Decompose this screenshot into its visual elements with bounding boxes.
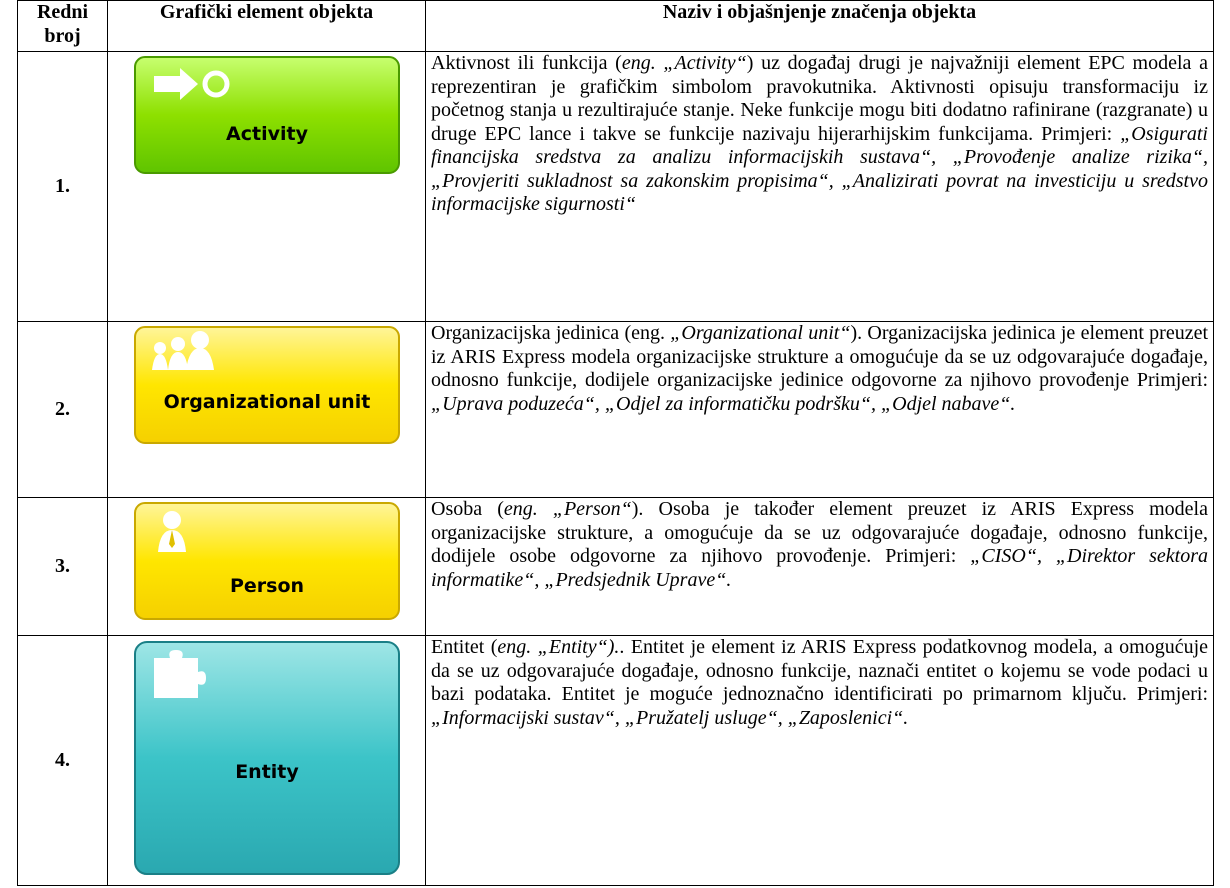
- entity-icon: Entity: [133, 641, 400, 875]
- header-cell: Redni broj: [17, 0, 108, 52]
- text-run: ). Osoba je također element preuzet iz A…: [431, 498, 1208, 567]
- icon-cell: Activity: [107, 51, 426, 322]
- text-run: . Entitet je element iz ARIS Express pod…: [431, 636, 1209, 705]
- row: 4. Entity Entitet (eng. „Entity“).. Enti…: [17, 635, 1214, 886]
- text-run: „Organizational unit“: [670, 322, 851, 344]
- text-run: „Informacijski sustav“, „Pružatelj uslug…: [431, 706, 909, 729]
- header-row: Redni broj Grafički element objekta Nazi…: [17, 0, 1214, 52]
- row: 3. Person Osoba (eng. „Person“). Osoba j…: [17, 497, 1214, 636]
- icon-cell: Entity: [107, 635, 426, 886]
- text-run: eng. „Person“: [503, 498, 632, 520]
- object-table: Redni broj Grafički element objekta Nazi…: [17, 0, 1214, 886]
- org-unit-icon: Organizational unit: [133, 326, 400, 444]
- text-run: eng. „Entity“).: [497, 636, 620, 658]
- icon-label: Person: [229, 575, 303, 597]
- row-number: 4.: [17, 635, 108, 886]
- icon-cell: Organizational unit: [107, 321, 426, 498]
- icon-label: Organizational unit: [163, 391, 370, 413]
- text-run: Aktivnost ili funkcija (: [431, 52, 622, 74]
- text-run: Entitet (: [431, 636, 498, 658]
- text-run: Osoba (: [431, 498, 504, 520]
- description: Entitet (eng. „Entity“).. Entitet je ele…: [425, 635, 1214, 886]
- text-run: ). Organizacijska jedinica je element pr…: [431, 322, 1209, 391]
- icon-label: Activity: [226, 123, 309, 145]
- row: 1. Activity Aktivnost ili funkcija (eng.…: [17, 51, 1214, 322]
- description: Organizacijska jedinica (eng. „Organizat…: [425, 321, 1214, 498]
- row-number: 2.: [17, 321, 108, 498]
- activity-icon: Activity: [133, 56, 400, 174]
- row-number: 3.: [17, 497, 108, 636]
- person-icon: Person: [133, 502, 400, 620]
- description: Aktivnost ili funkcija (eng. „Activity“)…: [425, 51, 1214, 322]
- text-run: ) uz događaj drugi je najvažniji element…: [431, 52, 1208, 145]
- text-run: eng. „Activity“: [621, 52, 747, 74]
- row-number: 1.: [17, 51, 108, 322]
- text-run: Organizacijska jedinica (eng.: [431, 322, 671, 344]
- text-run: „Uprava poduzeća“, „Odjel za informatičk…: [431, 392, 1016, 415]
- icon-cell: Person: [107, 497, 426, 636]
- text-run: „Osigurati financijska sredstva za anali…: [431, 122, 1208, 216]
- description: Osoba (eng. „Person“). Osoba je također …: [425, 497, 1214, 636]
- icon-label: Entity: [235, 761, 299, 783]
- header-cell: Grafički element objekta: [107, 0, 426, 52]
- text-run: „CISO“, „Direktor sektora informatike“, …: [431, 545, 1209, 591]
- header-cell: Naziv i objašnjenje značenja objekta: [425, 0, 1214, 52]
- row: 2. Organizational unit Organizacijska je…: [17, 321, 1214, 498]
